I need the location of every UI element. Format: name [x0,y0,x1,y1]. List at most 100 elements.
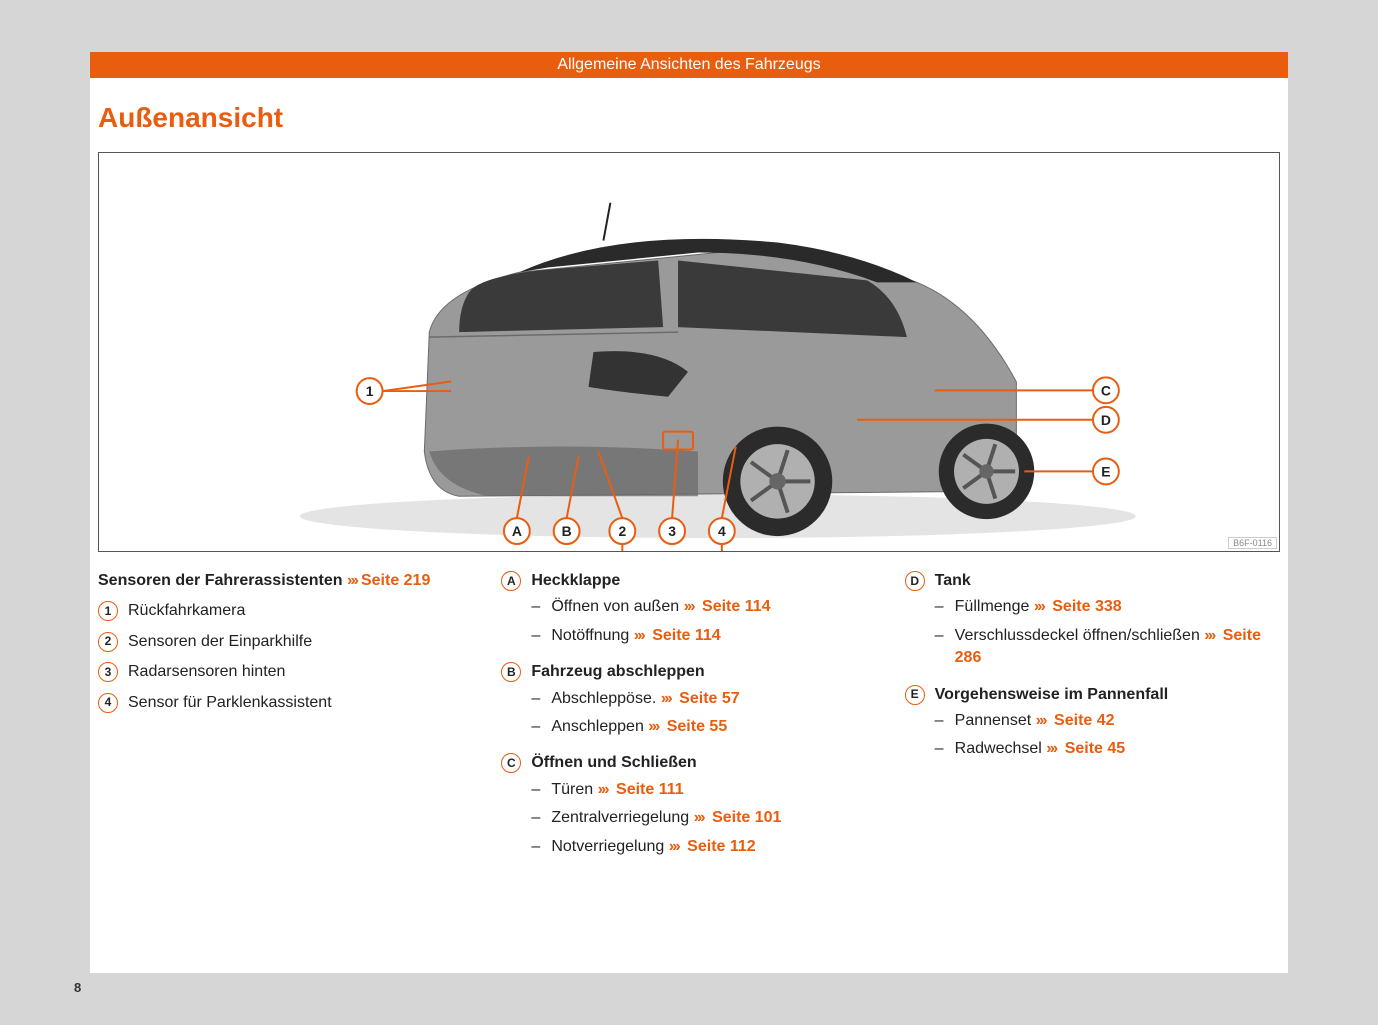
number-marker: 1 [98,601,118,621]
sub-list: –Türen ››› Seite 111–Zentralverriegelung… [531,779,876,858]
list-item: 4Sensor für Parklenkassistent [98,692,473,714]
dash-icon: – [531,596,543,618]
column-3: DTank–Füllmenge ››› Seite 338–Verschluss… [905,570,1280,872]
sub-text: Radwechsel ››› Seite 45 [955,738,1126,760]
dash-icon: – [531,688,543,710]
number-marker: 4 [98,693,118,713]
chevron-icon: ››› [1204,627,1214,644]
car-svg: 1AB234CDE [99,153,1279,551]
dash-icon: – [531,779,543,801]
sub-text: Füllmenge ››› Seite 338 [955,596,1122,618]
col1-heading-text: Sensoren der Fahrerassistenten [98,572,347,589]
sub-list: –Öffnen von außen ››› Seite 114–Notöffnu… [531,596,876,647]
svg-text:3: 3 [668,523,676,539]
chevron-icon: ››› [684,598,694,615]
col2-list: AHeckklappe–Öffnen von außen ››› Seite 1… [501,570,876,864]
item-text: Radarsensoren hinten [128,661,285,683]
page-ref: Seite 55 [667,718,727,735]
content-area: Außenansicht 1AB234CDE B6F-0116 Sensoren… [90,78,1288,973]
letter-marker: B [501,662,521,682]
list-item: B Fahrzeug abschleppen –Abschleppöse. ››› … [501,661,876,744]
sub-item: –Radwechsel ››› Seite 45 [935,738,1280,760]
chevron-icon: ››› [347,572,357,589]
chevron-icon: ››› [634,627,644,644]
letter-marker: C [501,753,521,773]
page-ref: Seite 45 [1065,740,1125,757]
car-diagram: 1AB234CDE B6F-0116 [98,152,1280,552]
sub-text: Notverriegelung ››› Seite 112 [551,836,755,858]
sub-list: –Pannenset ››› Seite 42–Radwechsel ››› S… [935,710,1280,761]
svg-text:4: 4 [718,523,726,539]
dash-icon: – [531,625,543,647]
letter-marker: D [905,571,925,591]
col1-heading-ref: Seite 219 [361,572,430,589]
manual-page: Allgemeine Ansichten des Fahrzeugs Außen… [0,20,1378,1005]
page-ref: Seite 286 [955,627,1261,666]
list-item: E Vorgehensweise im Pannenfall–Pannenset … [905,684,1280,767]
sub-item: –Zentralverriegelung ››› Seite 101 [531,807,876,829]
page-ref: Seite 57 [679,690,739,707]
list-item: 3 Radarsensoren hinten [98,661,473,683]
sub-item: –Anschleppen ››› Seite 55 [531,716,876,738]
number-marker: 2 [98,632,118,652]
chevron-icon: ››› [1036,712,1046,729]
item-body: Fahrzeug abschleppen –Abschleppöse. ››› S… [531,661,876,744]
page-ref: Seite 112 [687,838,756,855]
page-ref: Seite 338 [1052,598,1121,615]
sub-text: Öffnen von außen ››› Seite 114 [551,596,770,618]
svg-text:2: 2 [618,523,626,539]
svg-text:C: C [1101,382,1111,398]
item-body: Tank–Füllmenge ››› Seite 338–Verschlussd… [935,570,1280,676]
sub-item: –Notverriegelung ››› Seite 112 [531,836,876,858]
sub-item: –Füllmenge ››› Seite 338 [935,596,1280,618]
item-body: Heckklappe–Öffnen von außen ››› Seite 11… [531,570,876,653]
list-item: 1 Rückfahrkamera [98,600,473,622]
chevron-icon: ››› [694,809,704,826]
sub-text: Verschlussdeckel öffnen/schließen ››› Se… [955,625,1280,670]
sub-item: –Verschlussdeckel öffnen/schließen ››› S… [935,625,1280,670]
header-title: Allgemeine Ansichten des Fahrzeugs [557,56,820,73]
page-ref: Seite 111 [616,781,684,798]
dash-icon: – [531,836,543,858]
sub-text: Notöffnung ››› Seite 114 [551,625,720,647]
page-number: 8 [74,980,81,995]
section-title: Außenansicht [98,102,1288,134]
column-1: Sensoren der Fahrerassistenten ››› Seite … [98,570,473,872]
chevron-icon: ››› [1046,740,1056,757]
item-text: Rückfahrkamera [128,600,245,622]
col1-list: 1Rückfahrkamera2Sensoren der Einparkhilf… [98,600,473,714]
col1-heading: Sensoren der Fahrerassistenten ››› Seite … [98,570,473,592]
letter-marker: E [905,685,925,705]
list-item: DTank–Füllmenge ››› Seite 338–Verschluss… [905,570,1280,676]
header-bar: Allgemeine Ansichten des Fahrzeugs [90,52,1288,78]
page-ref: Seite 42 [1054,712,1114,729]
number-marker: 3 [98,662,118,682]
dash-icon: – [531,716,543,738]
page-ref: Seite 101 [712,809,781,826]
chevron-icon: ››› [598,781,608,798]
svg-text:E: E [1101,463,1110,479]
sub-list: –Füllmenge ››› Seite 338–Verschlussdecke… [935,596,1280,669]
sub-text: Türen ››› Seite 111 [551,779,683,801]
sub-item: –Türen ››› Seite 111 [531,779,876,801]
item-body: Vorgehensweise im Pannenfall–Pannenset ›… [935,684,1280,767]
sub-list: –Abschleppöse. ››› Seite 57 –Anschleppen … [531,688,876,739]
figure-ref: B6F-0116 [1228,537,1277,549]
chevron-icon: ››› [661,690,671,707]
item-body: Öffnen und Schließen–Türen ››› Seite 111… [531,752,876,864]
dash-icon: – [935,596,947,618]
item-title: Fahrzeug abschleppen [531,661,876,683]
svg-text:1: 1 [366,383,374,399]
item-title: Öffnen und Schließen [531,752,876,774]
sub-item: –Pannenset ››› Seite 42 [935,710,1280,732]
chevron-icon: ››› [669,838,679,855]
legend-columns: Sensoren der Fahrerassistenten ›››Seite … [90,570,1288,872]
dash-icon: – [935,710,947,732]
chevron-icon: ››› [648,718,658,735]
sub-item: –Notöffnung ››› Seite 114 [531,625,876,647]
item-title: Tank [935,570,1280,592]
list-item: AHeckklappe–Öffnen von außen ››› Seite 1… [501,570,876,653]
dash-icon: – [935,625,947,670]
sub-text: Zentralverriegelung ››› Seite 101 [551,807,781,829]
sub-text: Abschleppöse. ››› Seite 57 [551,688,739,710]
